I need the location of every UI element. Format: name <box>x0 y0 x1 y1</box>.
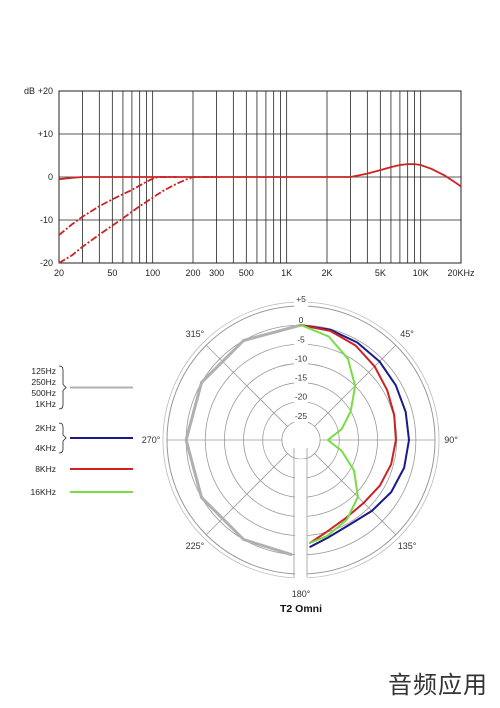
polar-angle-label: 315° <box>186 329 205 339</box>
x-tick-label: 500 <box>239 268 254 278</box>
polar-curve-2 <box>300 324 410 548</box>
y-tick-label: 0 <box>48 172 53 182</box>
polar-spoke <box>205 344 288 427</box>
y-axis-label: dB <box>24 86 35 96</box>
x-tick-label: 2K <box>321 268 332 278</box>
polar-r-tick-label: +5 <box>296 294 306 304</box>
x-tick-label: 10K <box>413 268 429 278</box>
watermark-text: 音频应用 <box>388 671 488 699</box>
polar-spoke <box>205 453 288 536</box>
legend-label: 125Hz <box>31 366 56 376</box>
frequency-plot-frame <box>58 90 462 264</box>
legend-brace <box>58 422 67 454</box>
polar-curve-1 <box>184 323 303 556</box>
x-tick-label: 200 <box>185 268 200 278</box>
x-tick-label: 20 <box>54 268 64 278</box>
x-tick-label: 1K <box>281 268 292 278</box>
polar-scale-channel <box>295 459 307 580</box>
legend-label: 1KHz <box>35 399 56 409</box>
polar-chart-title: T2 Omni <box>280 603 322 615</box>
response-curve-1 <box>58 163 462 188</box>
polar-curve-4 <box>300 324 359 544</box>
legend-label: 2KHz <box>35 423 56 433</box>
x-tick-label: 50 <box>107 268 117 278</box>
legend-label: 4KHz <box>35 443 56 453</box>
polar-r-tick-label: -25 <box>295 411 308 421</box>
polar-angle-label: 90° <box>444 435 458 445</box>
y-tick-label: -20 <box>40 258 53 268</box>
x-tick-label: 5K <box>375 268 386 278</box>
polar-r-tick-label: 0 <box>299 315 304 325</box>
polar-pattern-chart: +50-5-10-15-20-250°45°90°135°180°225°270… <box>30 294 458 615</box>
response-curve-3 <box>58 176 217 264</box>
y-tick-label: +20 <box>38 86 53 96</box>
polar-angle-label: 270° <box>142 435 161 445</box>
polar-angle-label: 180° <box>292 589 311 599</box>
y-tick-label: -10 <box>40 215 53 225</box>
legend-label: 16KHz <box>30 487 56 497</box>
polar-r-tick-label: -5 <box>297 334 305 344</box>
polar-curve-3 <box>300 324 397 544</box>
polar-angle-label: 225° <box>186 541 205 551</box>
polar-scale-channel <box>294 300 308 432</box>
x-tick-label: 300 <box>209 268 224 278</box>
polar-r-tick-label: -15 <box>295 373 308 383</box>
x-tick-label: 20KHz <box>447 268 475 278</box>
legend-brace <box>58 365 67 410</box>
x-tick-label: 100 <box>145 268 160 278</box>
legend-label: 8KHz <box>35 464 56 474</box>
polar-angle-label: 45° <box>400 329 414 339</box>
polar-r-tick-label: -20 <box>295 392 308 402</box>
polar-r-tick-label: -10 <box>295 353 308 363</box>
polar-spoke <box>314 453 397 536</box>
polar-angle-label: 135° <box>398 541 417 551</box>
legend-label: 250Hz <box>31 377 56 387</box>
response-curve-2 <box>58 176 177 236</box>
y-tick-label: +10 <box>38 129 53 139</box>
legend-label: 500Hz <box>31 388 56 398</box>
